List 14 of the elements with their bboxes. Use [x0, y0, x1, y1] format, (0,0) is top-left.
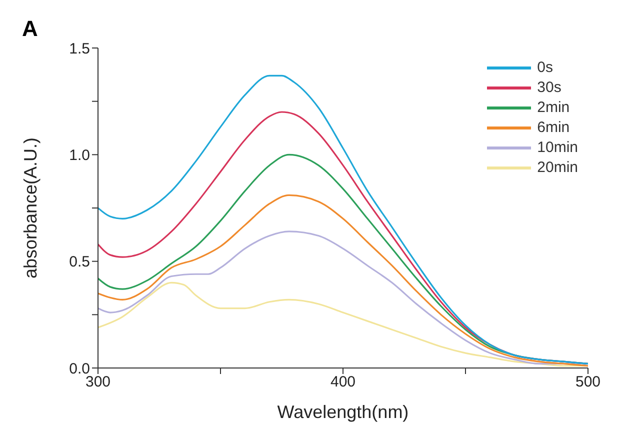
y-tick-label: 1.5: [69, 40, 90, 58]
y-tick-label: 1.0: [69, 146, 90, 164]
legend-label: 30s: [537, 78, 562, 98]
x-axis-title: Wavelength(nm): [277, 402, 409, 422]
legend-label: 6min: [537, 118, 570, 138]
y-tick-label: 0.5: [69, 254, 90, 271]
legend-label: 10min: [537, 138, 578, 158]
x-tick-label: 500: [575, 374, 601, 391]
text: A: [22, 16, 38, 42]
legend-label: 2min: [537, 98, 570, 118]
legend-label: 0s: [537, 58, 553, 78]
x-tick-label: 400: [330, 374, 356, 391]
legend-label: 20min: [537, 158, 578, 178]
y-axis-title: absorbance(A.U.): [20, 137, 40, 279]
